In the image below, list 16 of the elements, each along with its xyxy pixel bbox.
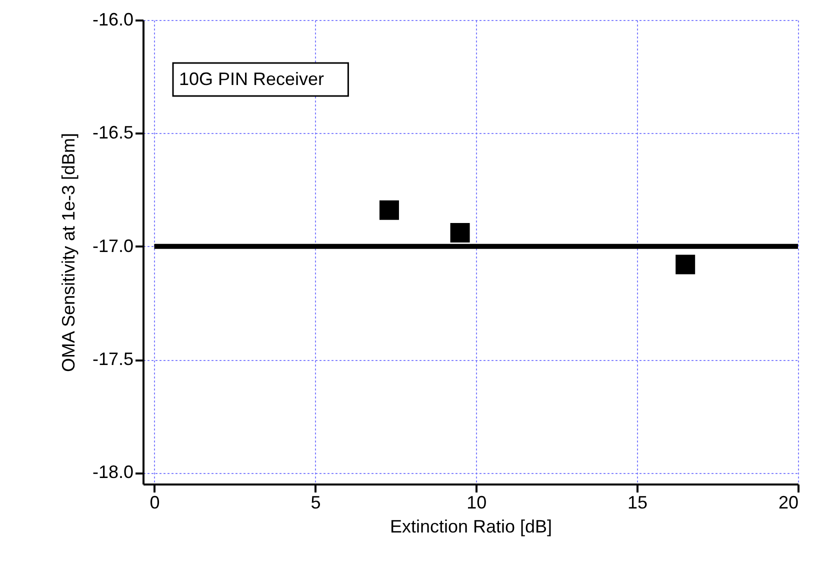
x-axis-title: Extinction Ratio [dB] [390,516,552,536]
x-tick-label: 0 [150,492,160,512]
y-tick-label: -16.5 [92,122,134,143]
y-tick-label: -17.5 [92,349,134,370]
point [676,254,696,274]
y-tick-label: -18.0 [92,462,134,482]
x-tick-label: 5 [310,492,321,512]
x-tick-label: 20 [778,492,798,512]
y-axis-title: OMA Sensitivity at 1e-3 [dBm] [58,132,78,372]
point [379,200,399,220]
annotation: 10G PIN Receiver [179,69,324,89]
y-tick-label: -17.0 [92,236,134,256]
x-tick-label: 15 [628,492,648,512]
x-tick-label: 10 [466,492,487,512]
y-tick-label: -16.0 [92,10,134,30]
point [450,223,470,243]
